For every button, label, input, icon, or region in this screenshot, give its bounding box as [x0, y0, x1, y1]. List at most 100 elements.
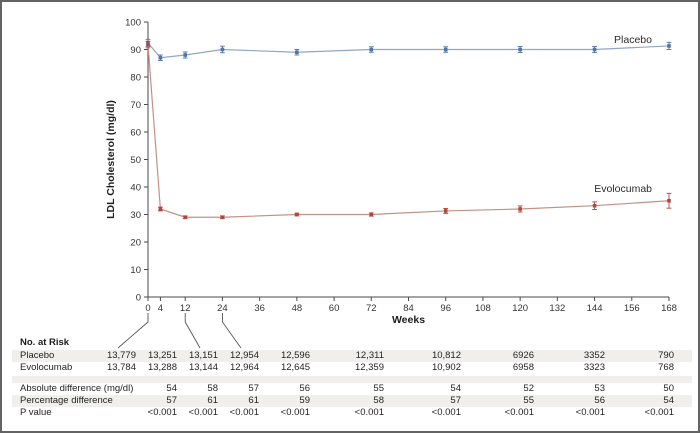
table-cell: 54 — [450, 383, 461, 394]
data-point-marker — [518, 207, 522, 211]
table-cell: 57 — [166, 395, 177, 406]
y-axis-title: LDL Cholesterol (mg/dl) — [105, 100, 117, 219]
x-tick-label: 144 — [587, 303, 603, 314]
y-tick-label: 10 — [130, 265, 141, 276]
table-cell: 13,251 — [147, 350, 177, 361]
table-spacer-row — [12, 376, 692, 383]
table-cell: 56 — [299, 383, 310, 394]
x-tick-label: 132 — [549, 303, 565, 314]
table-cell: 58 — [373, 395, 384, 406]
y-tick-label: 0 — [136, 292, 141, 303]
data-point-marker — [220, 215, 225, 220]
leader-line — [117, 313, 149, 349]
table-cell: <0.001 — [147, 407, 177, 418]
table-cell: 12,596 — [280, 350, 310, 361]
x-tick-label: 120 — [512, 303, 528, 314]
x-tick-label: 72 — [366, 303, 377, 314]
data-point-marker — [667, 44, 671, 48]
stat-row-absolute-difference: Absolute difference (mg/dl) 54 58 57 56 55 54 5… — [12, 383, 692, 395]
x-tick-label: 96 — [440, 303, 451, 314]
table-cell: 12,954 — [229, 350, 259, 361]
data-point-marker — [146, 42, 150, 47]
table-cell: 61 — [207, 395, 218, 406]
data-point-marker — [443, 209, 448, 213]
table-cell: 6958 — [512, 362, 534, 373]
data-point-marker — [369, 47, 374, 52]
x-tick-label: 60 — [329, 303, 340, 314]
table-cell: 12,311 — [355, 350, 384, 361]
data-point-marker — [295, 212, 299, 217]
data-point-marker — [158, 55, 163, 60]
leader-line — [221, 313, 242, 349]
table-cell: 54 — [166, 383, 177, 394]
table-cell: <0.001 — [575, 407, 605, 418]
y-tick-label: 70 — [130, 100, 141, 111]
x-axis-title: Weeks — [392, 314, 425, 326]
table-cell: 61 — [248, 395, 259, 406]
table-cell: 3323 — [583, 362, 605, 373]
table-cell: 3352 — [583, 350, 605, 361]
data-point-marker — [369, 212, 374, 217]
table-cell: 55 — [373, 383, 384, 394]
risk-row-placebo: Placebo 13,779 13,251 13,151 12,954 12,596 12,… — [12, 350, 692, 362]
table-cell: 59 — [299, 395, 310, 406]
data-point-marker — [592, 203, 597, 208]
table-cell: <0.001 — [188, 407, 218, 418]
data-point-marker — [295, 50, 299, 55]
data-point-marker — [183, 215, 188, 220]
data-point-marker — [220, 47, 225, 52]
axes — [147, 22, 669, 298]
y-tick-label: 20 — [130, 237, 141, 248]
x-tick-label: 0 — [145, 303, 150, 314]
y-tick-label: 50 — [130, 155, 141, 166]
table-cell: 12,964 — [229, 362, 259, 373]
evolocumab-series-label: Evolocumab — [594, 183, 652, 195]
x-tick-label: 36 — [254, 303, 265, 314]
x-tick-label: 4 — [158, 303, 163, 314]
evolocumab-series-line — [147, 44, 670, 218]
table-cell: 56 — [594, 395, 605, 406]
table-cell: 52 — [523, 383, 534, 394]
table-cell: <0.001 — [229, 407, 259, 418]
row-label: Placebo — [20, 350, 55, 361]
table-cell: <0.001 — [431, 407, 461, 418]
data-point-marker — [518, 47, 522, 52]
x-tick-label: 108 — [475, 303, 491, 314]
data-point-marker — [183, 53, 188, 57]
table-cell: 13,779 — [106, 350, 136, 361]
placebo-series-line — [147, 42, 670, 59]
x-tick-label: 12 — [180, 303, 191, 314]
row-label: Evolocumab — [20, 362, 73, 373]
table-cell: 54 — [663, 395, 674, 406]
table-cell: 13,144 — [188, 362, 218, 373]
x-tick-label: 156 — [624, 303, 640, 314]
x-tick-label: 168 — [661, 303, 677, 314]
table-cell: 10,812 — [431, 350, 461, 361]
risk-table-header: No. at Risk — [20, 337, 70, 348]
table-cell: <0.001 — [504, 407, 534, 418]
table-cell: 790 — [658, 350, 674, 361]
x-tick-label: 48 — [292, 303, 303, 314]
table-cell: 50 — [663, 383, 674, 394]
y-tick-label: 40 — [130, 182, 141, 193]
table-cell: 57 — [248, 383, 259, 394]
table-cell: <0.001 — [280, 407, 310, 418]
y-tick-label: 30 — [130, 210, 141, 221]
x-tick-label: 24 — [217, 303, 228, 314]
row-label: P value — [20, 407, 52, 418]
table-cell: 10,902 — [431, 362, 461, 373]
table-cell: 58 — [207, 383, 218, 394]
risk-row-evolocumab: Evolocumab 13,784 13,288 13,144 12,964 12,645… — [12, 362, 692, 374]
table-cell: <0.001 — [354, 407, 384, 418]
leader-line — [184, 313, 201, 349]
row-label: Absolute difference (mg/dl) — [20, 383, 134, 394]
table-cell: 13,784 — [106, 362, 136, 373]
placebo-series-label: Placebo — [614, 34, 652, 46]
table-cell: 13,151 — [188, 350, 218, 361]
y-tick-label: 90 — [130, 45, 141, 56]
y-tick-label: 60 — [130, 127, 141, 138]
data-point-marker — [158, 207, 163, 211]
data-point-marker — [443, 47, 448, 52]
